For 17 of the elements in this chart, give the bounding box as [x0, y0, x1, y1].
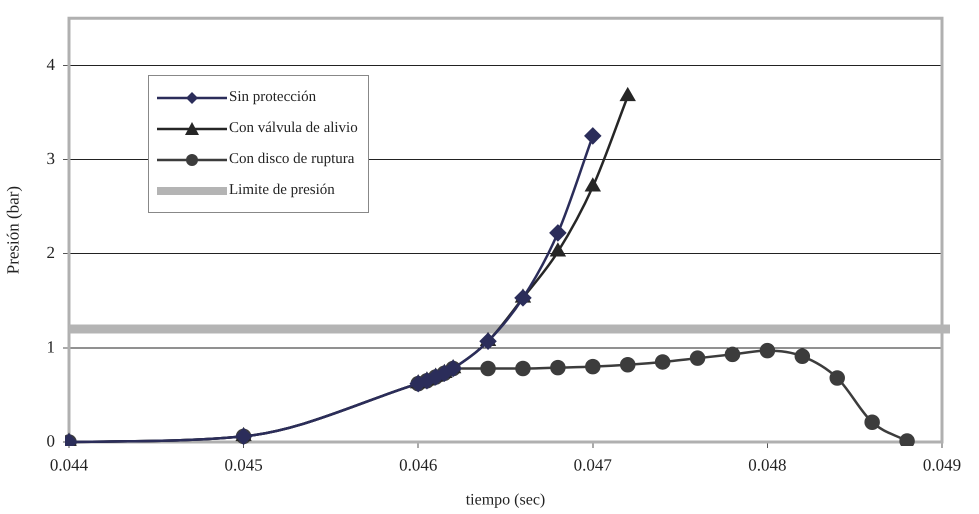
x-axis-title: tiempo (sec) — [466, 492, 546, 509]
y-tick-label: 1 — [46, 337, 55, 356]
y-tick-label: 0 — [46, 431, 55, 450]
y-tick-label: 2 — [46, 243, 55, 262]
legend-label: Sin protección — [229, 89, 316, 106]
legend-label: Con disco de ruptura — [229, 151, 354, 168]
x-tick-label: 0.046 — [399, 456, 438, 475]
x-tick-label: 0.047 — [574, 456, 612, 475]
x-tick-label: 0.044 — [50, 456, 89, 475]
y-tick-label: 4 — [46, 54, 56, 74]
x-tick-label: 0.049 — [922, 456, 962, 475]
legend-label: Limite de presión — [229, 182, 335, 199]
x-tick-label: 0.048 — [748, 456, 787, 475]
x-tick-label: 0.045 — [224, 456, 263, 475]
y-axis-title: Presión (bar) — [4, 186, 23, 274]
y-tick-label: 3 — [46, 148, 55, 168]
legend-label: Con válvula de alivio — [229, 120, 358, 137]
